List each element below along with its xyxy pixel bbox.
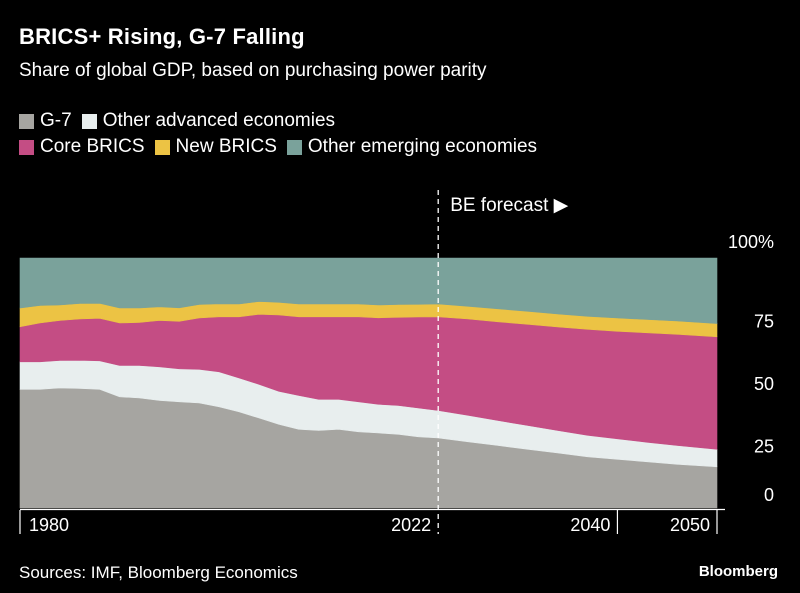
bloomberg-logo: Bloomberg (698, 563, 778, 580)
y-tick-label-25: 25 (754, 437, 774, 457)
legend-swatch-core-brics (19, 139, 34, 155)
legend-item-core-brics: Core BRICS (19, 136, 145, 158)
legend-swatch-other-advanced (81, 113, 97, 129)
legend-label-other-advanced: Other advanced economies (102, 110, 336, 131)
legend-label-core-brics: Core BRICS (40, 136, 145, 157)
legend-label-g7: G-7 (40, 110, 72, 131)
x-tick-label-2022: 2022 (391, 515, 431, 535)
area-other-emerging-economies (19, 257, 718, 324)
y-tick-label-0: 0 (764, 485, 774, 505)
legend-swatch-other-emerging (286, 139, 302, 155)
y-tick-label-100: 100% (728, 232, 774, 252)
y-tick-label-50: 50 (754, 374, 774, 394)
chart-title: BRICS+ Rising, G-7 Falling (19, 24, 305, 49)
legend-label-new-brics: New BRICS (175, 136, 277, 157)
chart-subtitle: Share of global GDP, based on purchasing… (19, 60, 487, 81)
legend-item-new-brics: New BRICS (154, 136, 277, 158)
legend-row-2: Core BRICS New BRICS Other emerging econ… (19, 136, 547, 158)
x-tick-label-1980: 1980 (29, 515, 69, 535)
legend-item-g7: G-7 (19, 110, 72, 132)
legend-row-1: G-7 Other advanced economies (19, 110, 345, 132)
y-tick-label-75: 75 (754, 312, 774, 332)
legend-swatch-new-brics (154, 139, 170, 155)
x-tick-label-2040: 2040 (570, 515, 610, 535)
forecast-label: BE forecast ▶ (450, 195, 568, 216)
source-note: Sources: IMF, Bloomberg Economics (19, 563, 298, 582)
legend-item-other-emerging: Other emerging economies (286, 136, 538, 158)
legend-swatch-g7 (19, 113, 34, 129)
legend-item-other-advanced: Other advanced economies (81, 110, 336, 132)
x-tick-label-2050: 2050 (670, 515, 710, 535)
legend-label-other-emerging: Other emerging economies (307, 136, 538, 157)
